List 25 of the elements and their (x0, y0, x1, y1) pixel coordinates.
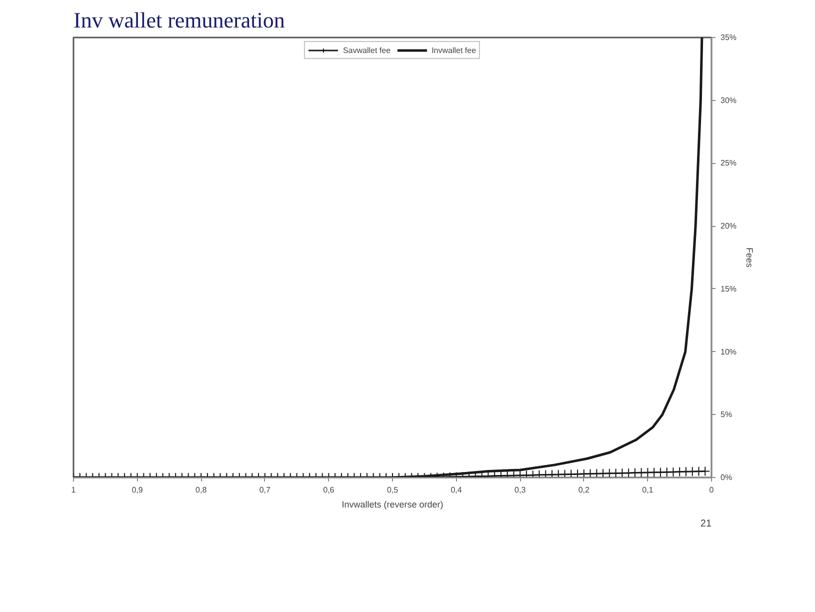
x-tick-label: 0,3 (514, 486, 526, 494)
y-tick-label: 30% (720, 96, 737, 105)
x-tick-label: 1 (71, 486, 76, 494)
x-tick-label: 0,5 (386, 486, 399, 494)
x-tick-label: 0,7 (259, 486, 272, 494)
y-tick-label: 10% (720, 347, 737, 356)
y-tick-label: 35% (720, 33, 737, 42)
y-tick-label: 20% (720, 222, 737, 231)
x-tick-label: 0,8 (196, 486, 208, 494)
legend-label: Invwallet fee (432, 46, 476, 54)
x-tick-label: 0,9 (132, 486, 144, 494)
x-tick-label: 0,1 (642, 486, 654, 494)
x-tick-label: 0,4 (450, 486, 462, 494)
y-axis-title: Fees (744, 247, 755, 268)
y-tick-label: 5% (720, 410, 732, 420)
text: 21 (700, 518, 712, 530)
y-tick-label: 25% (720, 158, 737, 168)
x-tick-label: 0 (709, 486, 714, 494)
y-tick-label: 0% (720, 473, 732, 482)
x-axis-title: Invwallets (reverse order) (342, 500, 444, 510)
x-tick-label: 0,2 (578, 486, 590, 494)
y-tick-label: 15% (720, 284, 737, 294)
chart-title: Inv wallet remuneration (74, 8, 285, 32)
legend-label: Savwallet fee (342, 46, 391, 54)
x-tick-label: 0,6 (323, 486, 335, 494)
